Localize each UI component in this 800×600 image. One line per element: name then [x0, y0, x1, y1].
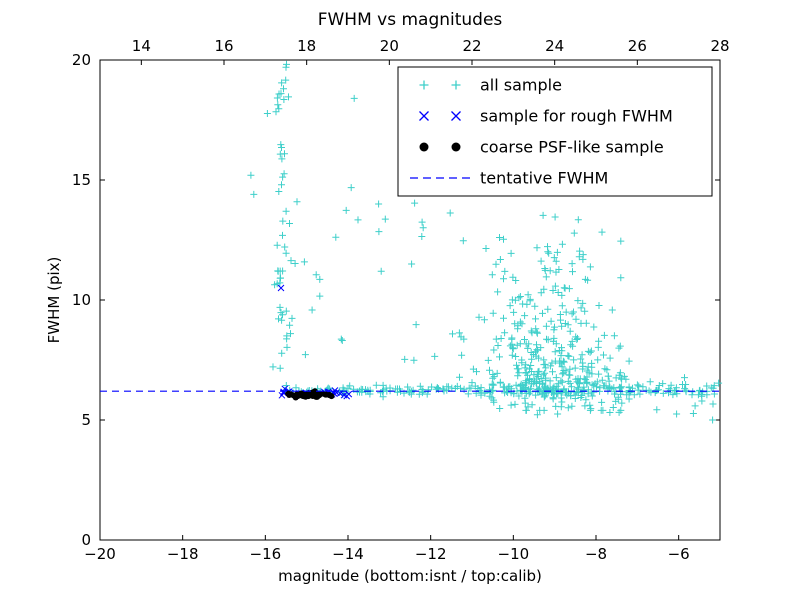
x-tick-label: −12 — [415, 545, 447, 563]
legend-dot-icon — [451, 142, 461, 152]
plot-title: FWHM vs magnitudes — [317, 10, 503, 30]
legend-dot-icon — [419, 142, 429, 152]
x-tick-label: −10 — [498, 545, 530, 563]
legend: all sample sample for rough FWHM coarse PS… — [397, 66, 713, 197]
y-tick-label: 5 — [81, 411, 91, 429]
top-tick-label: 18 — [297, 37, 316, 55]
legend-label: all sample — [480, 76, 562, 95]
x-tick-label: −8 — [585, 545, 607, 563]
axes-frame: −20 −18 −16 −14 −12 −10 −8 −6 14 16 18 20 22 24 26 28 0 5… — [72, 37, 730, 563]
y-tick-label: 10 — [72, 291, 91, 309]
top-tick-label: 16 — [214, 37, 233, 55]
series-all-sample — [247, 60, 723, 424]
x-tick-label: −16 — [250, 545, 282, 563]
x-tick-label: −20 — [84, 545, 116, 563]
top-tick-label: 20 — [380, 37, 399, 55]
top-tick-label: 24 — [545, 37, 564, 55]
top-tick-label: 26 — [628, 37, 647, 55]
legend-label: coarse PSF-like sample — [480, 138, 664, 157]
y-tick-label: 0 — [81, 531, 91, 549]
x-tick-label: −6 — [668, 545, 690, 563]
x-tick-label: −14 — [332, 545, 364, 563]
legend-label: sample for rough FWHM — [480, 107, 673, 126]
top-tick-label: 22 — [462, 37, 481, 55]
legend-x-icon — [419, 111, 461, 121]
y-tick-label: 20 — [72, 51, 91, 69]
top-tick-label: 14 — [132, 37, 151, 55]
legend-plus-icon — [419, 80, 461, 90]
x-axis-label: magnitude (bottom:isnt / top:calib) — [278, 567, 542, 585]
legend-label: tentative FWHM — [480, 169, 608, 188]
y-tick-label: 15 — [72, 171, 91, 189]
series-sample-for-rough-fwhm — [277, 284, 353, 400]
top-tick-label: 28 — [710, 37, 729, 55]
x-tick-label: −18 — [167, 545, 199, 563]
series-coarse-psf-like-sample — [285, 388, 335, 401]
